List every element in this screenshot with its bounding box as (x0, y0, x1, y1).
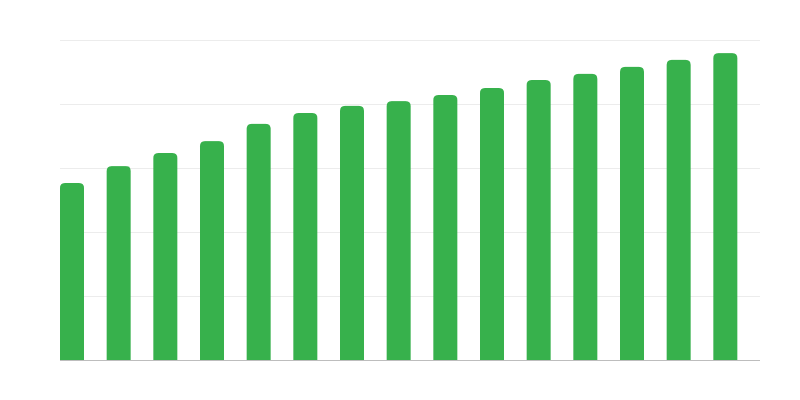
bar (713, 53, 738, 361)
bar (153, 152, 178, 360)
bar (293, 112, 318, 361)
bar (200, 141, 224, 360)
bar (60, 183, 84, 360)
bar (386, 101, 411, 361)
bar (106, 166, 131, 360)
bar (480, 88, 504, 360)
bar (340, 105, 364, 360)
bar (433, 95, 458, 360)
bar (526, 80, 551, 360)
bar (246, 123, 271, 360)
bar (620, 66, 644, 360)
bar (573, 73, 598, 361)
bar (666, 59, 691, 361)
